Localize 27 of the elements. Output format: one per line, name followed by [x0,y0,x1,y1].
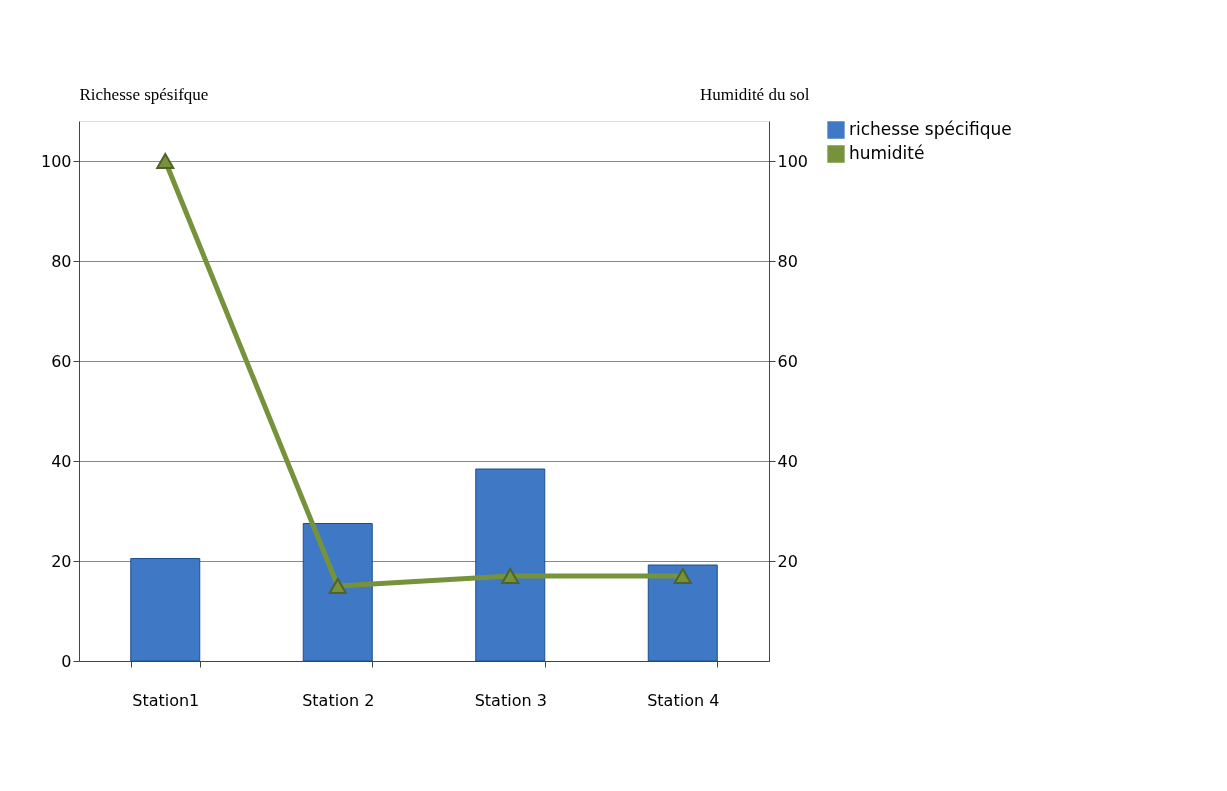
point [501,568,520,584]
legend-label: richesse spécifique [849,119,1012,139]
point [328,578,347,594]
x-tick-label: Station 2 [302,690,375,710]
y2-axis-title: Humidité du sol [699,84,810,104]
y-tick-label: 0 [61,651,72,671]
y2-tick-label: 100 [777,151,809,171]
y-tick-label: 20 [51,551,72,571]
legend-label: humidité [849,143,925,163]
x-tick-label: Station 3 [474,690,547,710]
y2-tick-label: 40 [777,451,798,471]
point [156,153,175,169]
y-tick-label: 100 [40,151,72,171]
bar [130,558,201,662]
x-tick-label: Station 4 [647,690,720,710]
y2-tick-label: 80 [777,251,798,271]
x-tick-label: Station1 [132,690,200,710]
bar [647,564,718,662]
bar [475,468,546,662]
y2-tick-label: 20 [777,551,798,571]
y-tick-label: 60 [51,351,72,371]
y-axis-title: Richesse spésifque [79,84,209,104]
y-tick-label: 40 [51,451,72,471]
bar [302,523,373,662]
y-tick-label: 80 [51,251,72,271]
point [673,568,692,584]
y2-tick-label: 60 [777,351,798,371]
